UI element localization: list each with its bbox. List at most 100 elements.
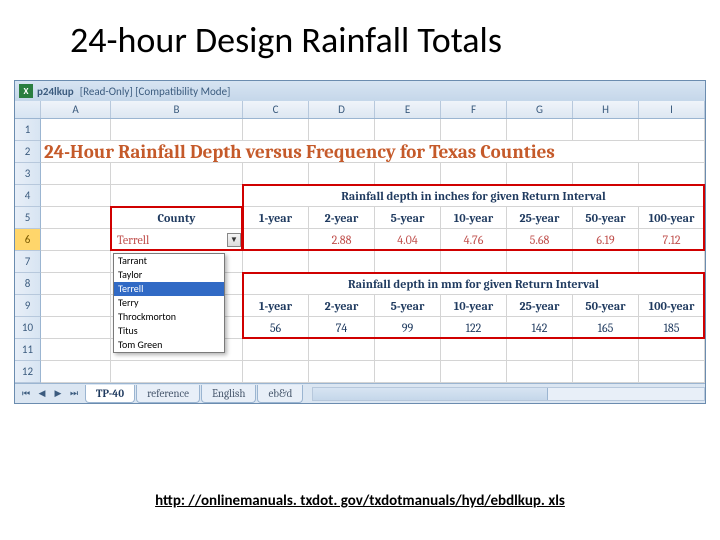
col-header-B[interactable]: B bbox=[111, 101, 243, 118]
cell[interactable] bbox=[375, 339, 441, 360]
tab-last-icon[interactable]: ⏭ bbox=[67, 387, 81, 401]
cell[interactable]: 2-year bbox=[309, 295, 375, 316]
county-dropdown-list[interactable]: TarrantTaylorTerrellTerryThrockmortonTit… bbox=[113, 253, 225, 353]
row-header-10[interactable]: 10 bbox=[15, 317, 41, 339]
cell[interactable]: 10-year bbox=[441, 295, 507, 316]
cell[interactable] bbox=[375, 361, 441, 382]
row-header-6[interactable]: 6 bbox=[15, 229, 41, 251]
row-header-8[interactable]: 8 bbox=[15, 273, 41, 295]
tab-next-icon[interactable]: ▶ bbox=[51, 387, 65, 401]
cell[interactable]: 56 bbox=[243, 317, 309, 338]
cell[interactable] bbox=[41, 339, 111, 360]
col-header-I[interactable]: I bbox=[639, 101, 705, 118]
sheet-tab[interactable]: eb&d bbox=[257, 385, 303, 403]
scroll-thumb[interactable] bbox=[313, 388, 547, 400]
cell[interactable]: 165 bbox=[573, 317, 639, 338]
col-header-C[interactable]: C bbox=[243, 101, 309, 118]
cell[interactable]: 25-year bbox=[507, 207, 573, 228]
cell[interactable]: 185 bbox=[639, 317, 705, 338]
cell[interactable] bbox=[573, 163, 639, 184]
cell[interactable] bbox=[639, 361, 705, 382]
cell[interactable] bbox=[111, 185, 243, 206]
sheet-tab[interactable]: TP-40 bbox=[85, 385, 135, 403]
cell[interactable] bbox=[639, 251, 705, 272]
row-header-3[interactable]: 3 bbox=[15, 163, 41, 185]
cell[interactable] bbox=[507, 339, 573, 360]
cell[interactable] bbox=[639, 163, 705, 184]
cell[interactable] bbox=[309, 119, 375, 140]
cell[interactable]: 2.88 bbox=[309, 229, 375, 250]
cell[interactable] bbox=[441, 251, 507, 272]
col-header-A[interactable]: A bbox=[41, 101, 111, 118]
col-header-H[interactable]: H bbox=[573, 101, 639, 118]
dropdown-item[interactable]: Tarrant bbox=[114, 254, 224, 268]
sheet-tab[interactable]: reference bbox=[136, 385, 200, 403]
cell[interactable] bbox=[441, 163, 507, 184]
cell[interactable] bbox=[111, 119, 243, 140]
cell[interactable] bbox=[441, 361, 507, 382]
cell[interactable]: 5-year bbox=[375, 207, 441, 228]
source-url[interactable]: http: //onlinemanuals. txdot. gov/txdotm… bbox=[0, 492, 720, 510]
row-header-12[interactable]: 12 bbox=[15, 361, 41, 383]
col-header-D[interactable]: D bbox=[309, 101, 375, 118]
cell[interactable] bbox=[441, 119, 507, 140]
cell[interactable] bbox=[309, 163, 375, 184]
tab-prev-icon[interactable]: ◀ bbox=[35, 387, 49, 401]
cell[interactable] bbox=[507, 163, 573, 184]
dropdown-item[interactable]: Throckmorton bbox=[114, 310, 224, 324]
cell[interactable]: 4.04 bbox=[375, 229, 441, 250]
col-header-G[interactable]: G bbox=[507, 101, 573, 118]
cell[interactable] bbox=[309, 251, 375, 272]
cell[interactable]: 1-year bbox=[243, 295, 309, 316]
row-header-9[interactable]: 9 bbox=[15, 295, 41, 317]
county-dropdown-button[interactable]: ▼ bbox=[227, 233, 241, 247]
cell[interactable] bbox=[573, 339, 639, 360]
cell[interactable]: Terrell bbox=[111, 229, 243, 250]
cell[interactable]: 2-year bbox=[309, 207, 375, 228]
cell[interactable] bbox=[375, 163, 441, 184]
cell[interactable] bbox=[111, 163, 243, 184]
cell[interactable]: 1-year bbox=[243, 207, 309, 228]
cell[interactable]: 99 bbox=[375, 317, 441, 338]
row-header-2[interactable]: 2 bbox=[15, 141, 41, 163]
row-header-1[interactable]: 1 bbox=[15, 119, 41, 141]
cell[interactable] bbox=[507, 119, 573, 140]
cell[interactable]: 10-year bbox=[441, 207, 507, 228]
cell[interactable] bbox=[573, 361, 639, 382]
cell[interactable] bbox=[507, 251, 573, 272]
cell[interactable] bbox=[309, 339, 375, 360]
row-header-11[interactable]: 11 bbox=[15, 339, 41, 361]
cell[interactable] bbox=[41, 295, 111, 316]
cell[interactable] bbox=[41, 361, 111, 382]
cell[interactable]: 74 bbox=[309, 317, 375, 338]
cell[interactable]: 142 bbox=[507, 317, 573, 338]
cell[interactable] bbox=[441, 339, 507, 360]
cell[interactable] bbox=[243, 163, 309, 184]
cell[interactable]: 7.12 bbox=[639, 229, 705, 250]
cell[interactable] bbox=[41, 229, 111, 250]
cell[interactable]: 100-year bbox=[639, 295, 705, 316]
cell[interactable]: 4.76 bbox=[441, 229, 507, 250]
cell[interactable] bbox=[573, 119, 639, 140]
cell[interactable] bbox=[573, 251, 639, 272]
row-header-4[interactable]: 4 bbox=[15, 185, 41, 207]
cell[interactable] bbox=[41, 273, 111, 294]
cell[interactable] bbox=[41, 251, 111, 272]
col-header-F[interactable]: F bbox=[441, 101, 507, 118]
col-header-E[interactable]: E bbox=[375, 101, 441, 118]
sheet-tab[interactable]: English bbox=[201, 385, 256, 403]
cell[interactable] bbox=[309, 361, 375, 382]
row-header-7[interactable]: 7 bbox=[15, 251, 41, 273]
dropdown-item[interactable]: Terrell bbox=[114, 282, 224, 296]
cell[interactable]: 25-year bbox=[507, 295, 573, 316]
dropdown-item[interactable]: Terry bbox=[114, 296, 224, 310]
cell[interactable] bbox=[41, 163, 111, 184]
cell[interactable]: 50-year bbox=[573, 207, 639, 228]
cell[interactable] bbox=[41, 119, 111, 140]
cell[interactable] bbox=[41, 185, 111, 206]
dropdown-item[interactable]: Tom Green bbox=[114, 338, 224, 352]
cell[interactable] bbox=[639, 339, 705, 360]
cell[interactable] bbox=[243, 361, 309, 382]
cell[interactable]: 5.68 bbox=[507, 229, 573, 250]
cell[interactable] bbox=[375, 251, 441, 272]
